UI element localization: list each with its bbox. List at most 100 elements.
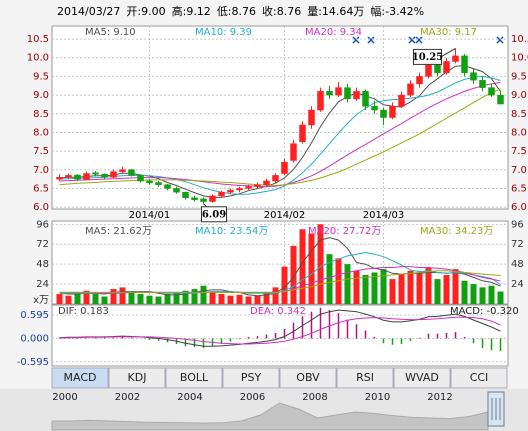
event-markers xyxy=(352,36,504,44)
tab-label[interactable]: PSY xyxy=(241,371,262,384)
candle-body xyxy=(461,55,468,73)
volume-bar xyxy=(479,287,486,304)
volume-bar xyxy=(470,284,477,304)
y-tick-label-right: 10.0 xyxy=(511,53,528,64)
volume-bar xyxy=(245,296,252,304)
candle-body xyxy=(200,198,207,202)
legend-entry: MA5: 21.62万 xyxy=(85,226,152,237)
candle-body xyxy=(425,64,432,77)
candle-body xyxy=(146,180,153,184)
tab-label[interactable]: KDJ xyxy=(128,371,147,384)
volume-bar xyxy=(146,295,153,304)
candle-body xyxy=(299,124,306,143)
legend-entry: MA10: 9.39 xyxy=(195,27,252,38)
year-label: 2006 xyxy=(240,392,265,403)
y-tick-label-right: 7.5 xyxy=(511,146,527,157)
tab-label[interactable]: BOLL xyxy=(180,371,209,384)
tab[interactable] xyxy=(108,367,166,389)
tab-label[interactable]: CCI xyxy=(470,371,489,384)
y-tick-label-right: 48 xyxy=(511,259,524,270)
year-label: 2008 xyxy=(302,392,327,403)
tab[interactable] xyxy=(279,367,337,389)
candle-body xyxy=(83,173,90,180)
candle-body xyxy=(470,72,477,81)
header-item: 高:9.12 xyxy=(172,4,211,18)
year-label: 2002 xyxy=(115,392,140,403)
candle-body xyxy=(101,174,108,178)
y-tick-label-right: 96 xyxy=(511,219,524,230)
volume-bar xyxy=(119,287,126,304)
volume-bar xyxy=(497,291,504,304)
candle-body xyxy=(272,175,279,182)
volume-bar xyxy=(452,269,459,304)
year-label: 2004 xyxy=(177,392,202,403)
tab[interactable] xyxy=(393,367,451,389)
legend-entry: MACD: -0.320 xyxy=(450,306,519,317)
candle-body xyxy=(137,175,144,182)
candle-body xyxy=(398,94,405,107)
candle-body xyxy=(380,109,387,118)
volume-bar xyxy=(389,279,396,304)
tab-label[interactable]: RSI xyxy=(356,371,374,384)
tab-label[interactable]: WVAD xyxy=(405,371,439,384)
header-item: 2014/03/27 xyxy=(57,5,120,18)
volume-bar xyxy=(227,295,234,304)
legend-entry: MA20: 9.34 xyxy=(305,27,362,38)
header-item: 量:14.64万 xyxy=(307,5,364,18)
candle-body xyxy=(191,197,198,200)
event-marker xyxy=(367,36,375,44)
y-tick-label: 0.595 xyxy=(20,310,49,321)
y-tick-label-right: 72 xyxy=(511,239,524,250)
y-tick-label-right: 6.0 xyxy=(511,202,527,213)
volume-bar xyxy=(362,274,369,304)
annotation-box xyxy=(413,48,442,65)
y-tick-label: 9.5 xyxy=(33,71,49,82)
candle-body xyxy=(236,188,243,191)
legend-entry: DIF: 0.183 xyxy=(58,306,109,317)
volume-bar xyxy=(299,229,306,304)
volume-bar xyxy=(263,292,270,304)
tab[interactable] xyxy=(222,367,280,389)
candle-body xyxy=(353,91,360,100)
candle-body xyxy=(56,177,63,180)
candle-body xyxy=(155,182,162,185)
ma-line xyxy=(59,316,501,345)
legend-entry: MA20: 27.72万 xyxy=(308,226,381,237)
tab[interactable] xyxy=(51,367,109,389)
volume-bar xyxy=(344,264,351,304)
candle-body xyxy=(452,55,459,62)
tab[interactable] xyxy=(165,367,223,389)
tab[interactable] xyxy=(450,367,508,389)
y-tick-label-right: 9.0 xyxy=(511,90,527,101)
y-tick-label: 96 xyxy=(36,219,49,230)
tab[interactable] xyxy=(336,367,394,389)
volume-bar xyxy=(317,224,324,304)
volume-bar xyxy=(155,296,162,304)
volume-bar xyxy=(173,292,180,304)
y-tick-label-right: 8.0 xyxy=(511,127,527,138)
candle-body xyxy=(290,143,297,161)
volume-bar xyxy=(353,270,360,304)
volume-bar xyxy=(326,254,333,304)
legend-entry: MA5: 9.10 xyxy=(85,27,136,38)
volume-bar xyxy=(236,294,243,304)
candle-body xyxy=(443,61,450,73)
y-tick-label: 10.0 xyxy=(27,53,49,64)
candle-body xyxy=(128,169,135,176)
volume-bar xyxy=(128,292,135,304)
ma-line xyxy=(59,88,501,187)
volume-bar xyxy=(434,279,441,304)
tab-label[interactable]: OBV xyxy=(296,371,320,384)
volume-bar xyxy=(74,292,81,304)
candle-body xyxy=(245,186,252,189)
tab-label[interactable]: MACD xyxy=(64,371,97,384)
candle-body xyxy=(362,91,369,107)
x-tick-label: 2014/03 xyxy=(363,210,405,221)
candle-body xyxy=(335,87,342,96)
candle-body xyxy=(119,169,126,172)
candle-body xyxy=(263,180,270,185)
y-tick-label: 72 xyxy=(36,239,49,250)
candle-body xyxy=(218,191,225,197)
y-tick-label: 8.0 xyxy=(33,127,49,138)
